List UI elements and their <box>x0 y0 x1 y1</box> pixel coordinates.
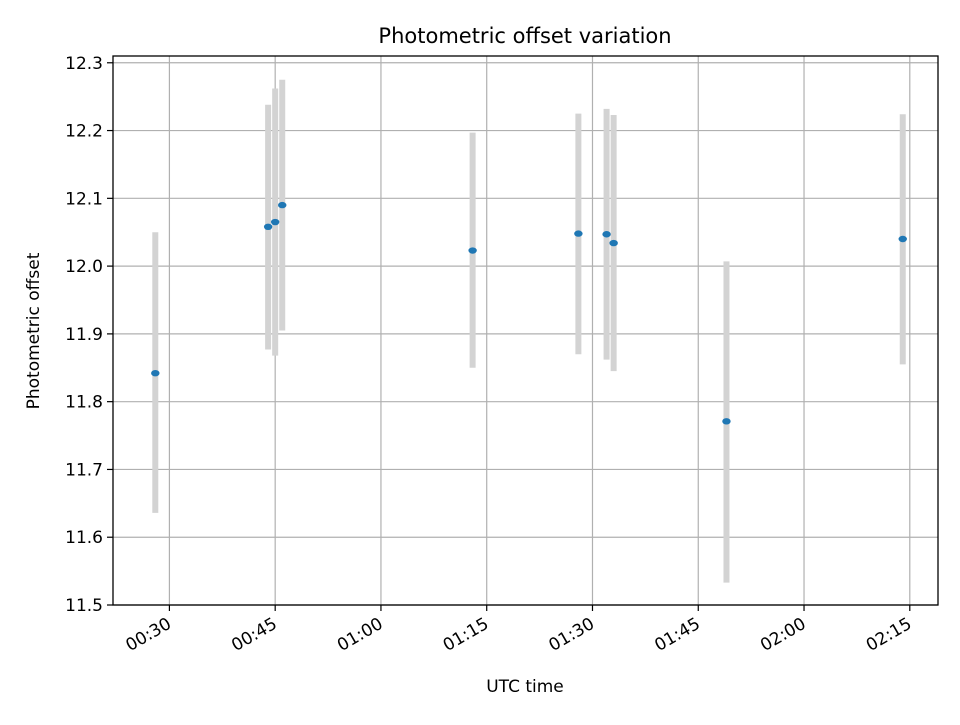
y-tick-label: 12.0 <box>65 257 103 277</box>
y-tick-label: 12.2 <box>65 122 103 142</box>
y-tick-label: 11.8 <box>65 393 103 413</box>
x-tick-label: 00:30 <box>122 614 174 656</box>
data-point <box>151 370 160 377</box>
y-tick-label: 12.3 <box>65 54 103 74</box>
x-tick-label: 01:15 <box>440 614 492 656</box>
data-point <box>270 218 280 226</box>
x-tick-label: 01:45 <box>651 614 703 656</box>
data-point <box>278 201 287 209</box>
y-tick-label: 11.9 <box>65 325 103 345</box>
data-point <box>898 235 907 243</box>
grid <box>113 56 938 606</box>
plot-frame <box>112 55 939 606</box>
x-tick-label: 00:45 <box>228 614 280 656</box>
data-point <box>722 418 731 425</box>
x-tick-label: 01:30 <box>546 614 598 656</box>
data-point <box>602 231 611 238</box>
y-tick-label: 11.6 <box>65 528 103 548</box>
y-tick-label: 11.7 <box>65 460 103 480</box>
y-tick-label: 11.5 <box>65 596 103 616</box>
x-tick-label: 02:15 <box>863 614 915 656</box>
data-point <box>468 247 477 254</box>
y-axis-label: Photometric offset <box>24 252 44 409</box>
axis-ticks: 00:30 00:45 01:00 01:15 01:30 01:45 02:00 02:15… <box>65 54 915 656</box>
data-point <box>263 223 273 230</box>
x-tick-label: 01:00 <box>334 614 386 656</box>
chart-title: Photometric offset variation <box>378 24 671 48</box>
x-tick-label: 02:00 <box>757 614 809 656</box>
data-point <box>574 230 583 237</box>
data-markers <box>151 201 907 425</box>
data-point <box>609 239 618 247</box>
error-bars <box>152 79 906 583</box>
y-tick-label: 12.1 <box>65 189 103 209</box>
x-axis-label: UTC time <box>486 677 564 697</box>
